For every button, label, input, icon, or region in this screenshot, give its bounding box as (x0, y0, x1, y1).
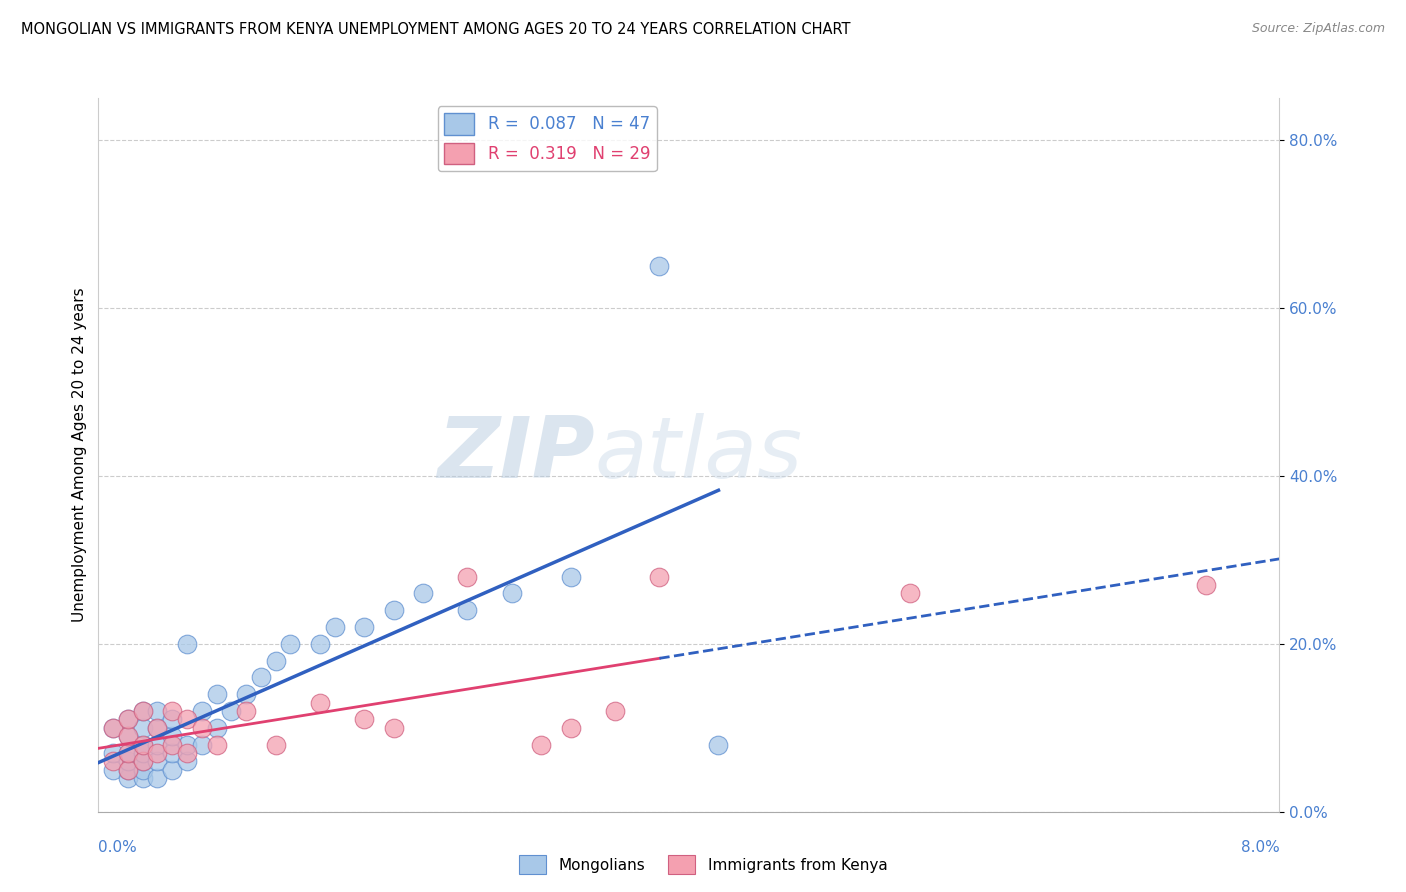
Point (382, 603, 405, 617)
Point (264, 738, 287, 752)
Point (353, 712, 375, 726)
Point (132, 755, 155, 769)
Point (117, 729, 139, 743)
Point (162, 738, 183, 752)
Point (250, 670, 273, 684)
Point (456, 569, 478, 583)
Point (146, 738, 169, 752)
Point (264, 654, 287, 668)
Point (278, 637, 301, 651)
Point (560, 569, 582, 583)
Point (132, 704, 155, 718)
Point (176, 755, 198, 769)
Point (235, 704, 257, 718)
Point (205, 738, 228, 752)
Point (117, 746, 139, 760)
Point (132, 771, 155, 785)
Point (530, 738, 553, 752)
Point (117, 712, 139, 726)
Point (219, 704, 242, 718)
Point (146, 704, 169, 718)
Text: 0.0%: 0.0% (98, 840, 138, 855)
Point (146, 746, 169, 760)
Point (146, 755, 169, 769)
Point (117, 712, 139, 726)
Text: ZIP: ZIP (437, 413, 595, 497)
Point (117, 755, 139, 769)
Text: Source: ZipAtlas.com: Source: ZipAtlas.com (1251, 22, 1385, 36)
Point (117, 763, 139, 777)
Point (146, 721, 169, 735)
Point (132, 721, 155, 735)
Point (191, 704, 214, 718)
Point (176, 738, 198, 752)
Point (117, 746, 139, 760)
Legend: Mongolians, Immigrants from Kenya: Mongolians, Immigrants from Kenya (512, 849, 894, 880)
Point (162, 712, 183, 726)
Point (146, 721, 169, 735)
Point (162, 746, 183, 760)
Point (205, 687, 228, 701)
Point (648, 569, 671, 583)
Point (103, 721, 124, 735)
Point (412, 586, 434, 600)
Point (162, 729, 183, 743)
Text: MONGOLIAN VS IMMIGRANTS FROM KENYA UNEMPLOYMENT AMONG AGES 20 TO 24 YEARS CORREL: MONGOLIAN VS IMMIGRANTS FROM KENYA UNEMP… (21, 22, 851, 37)
Point (132, 738, 155, 752)
Point (176, 712, 198, 726)
Point (103, 721, 124, 735)
Point (103, 763, 124, 777)
Point (382, 721, 405, 735)
Point (898, 586, 921, 600)
Point (456, 603, 478, 617)
Point (176, 746, 198, 760)
Point (103, 746, 124, 760)
Point (162, 763, 183, 777)
Point (308, 696, 332, 710)
Point (117, 771, 139, 785)
Point (117, 763, 139, 777)
Point (176, 637, 198, 651)
Y-axis label: Unemployment Among Ages 20 to 24 years: Unemployment Among Ages 20 to 24 years (72, 287, 87, 623)
Point (560, 721, 582, 735)
Point (235, 687, 257, 701)
Point (117, 729, 139, 743)
Point (191, 721, 214, 735)
Text: 8.0%: 8.0% (1240, 840, 1279, 855)
Legend: R =  0.087   N = 47, R =  0.319   N = 29: R = 0.087 N = 47, R = 0.319 N = 29 (437, 106, 657, 171)
Point (707, 738, 730, 752)
Point (501, 586, 523, 600)
Point (103, 755, 124, 769)
Point (132, 755, 155, 769)
Point (308, 637, 332, 651)
Point (132, 763, 155, 777)
Point (205, 721, 228, 735)
Point (353, 620, 375, 634)
Point (132, 704, 155, 718)
Point (1194, 578, 1216, 592)
Point (132, 746, 155, 760)
Text: atlas: atlas (595, 413, 803, 497)
Point (191, 738, 214, 752)
Point (146, 771, 169, 785)
Point (162, 704, 183, 718)
Point (605, 704, 627, 718)
Point (648, 259, 671, 273)
Point (323, 620, 346, 634)
Point (132, 738, 155, 752)
